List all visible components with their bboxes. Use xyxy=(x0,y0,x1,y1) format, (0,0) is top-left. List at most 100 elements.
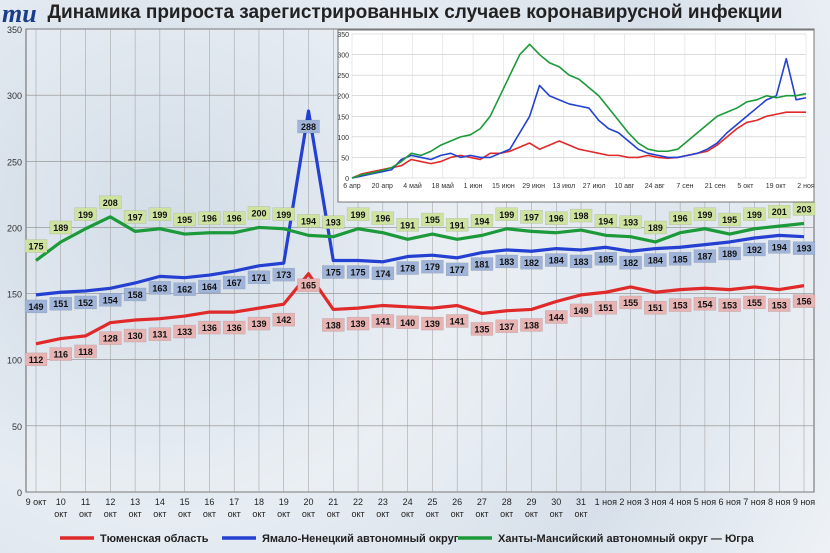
data-label-value: 193 xyxy=(326,218,341,228)
data-label-value: 175 xyxy=(28,242,43,252)
x-tick-label: 6 ноя xyxy=(718,497,740,507)
data-label-hmao: 191 xyxy=(396,218,419,232)
data-label-box xyxy=(767,240,791,254)
data-label-tyumen: 153 xyxy=(718,298,741,312)
inset-y-tick-label: 200 xyxy=(337,94,349,101)
data-label-value: 193 xyxy=(796,244,811,254)
data-label-value: 184 xyxy=(549,256,564,266)
data-label-hmao: 194 xyxy=(594,214,618,228)
logo: mu xyxy=(2,0,37,28)
data-label-box xyxy=(792,241,816,255)
data-label-hmao: 195 xyxy=(421,212,444,227)
data-label-value: 199 xyxy=(499,210,514,220)
data-label-box xyxy=(49,220,73,235)
data-label-ynao: 193 xyxy=(792,241,816,255)
x-tick-label: 12 xyxy=(105,497,115,507)
x-tick-label: окт xyxy=(277,509,290,519)
data-label-value: 144 xyxy=(549,313,564,323)
data-label-value: 194 xyxy=(301,216,316,226)
inset-x-tick-label: 2 ноя xyxy=(797,183,815,190)
data-label-box xyxy=(148,207,172,222)
data-label-value: 199 xyxy=(78,210,93,220)
x-tick-label: 29 xyxy=(526,497,536,507)
data-label-tyumen: 139 xyxy=(421,316,444,331)
inset-series-tyumen xyxy=(351,111,806,179)
inset-x-tick-label: 7 сен xyxy=(676,183,693,190)
data-label-tyumen: 138 xyxy=(520,318,543,332)
x-tick-label: окт xyxy=(129,509,142,519)
data-label-box xyxy=(49,296,73,311)
data-label-tyumen: 130 xyxy=(123,328,147,343)
data-label-value: 203 xyxy=(796,204,811,214)
data-label-tyumen: 153 xyxy=(767,298,791,312)
data-label-box xyxy=(99,293,122,307)
x-tick-label: 23 xyxy=(378,497,388,507)
data-label-box xyxy=(743,207,766,222)
data-label-value: 152 xyxy=(78,298,93,308)
data-label-box xyxy=(99,195,122,210)
data-label-tyumen: 155 xyxy=(743,295,766,310)
data-label-ynao: 173 xyxy=(272,267,295,282)
data-label-value: 208 xyxy=(103,198,118,208)
data-label-box xyxy=(49,347,73,361)
x-tick-label: 3 ноя xyxy=(644,497,666,507)
data-label-box xyxy=(173,324,196,339)
x-tick-label: 1 ноя xyxy=(595,497,617,507)
x-tick-label: 8 ноя xyxy=(768,497,790,507)
data-label-box xyxy=(594,300,618,315)
data-label-value: 131 xyxy=(152,330,167,340)
data-label-hmao: 196 xyxy=(371,211,395,225)
data-label-box xyxy=(767,298,791,312)
data-label-hmao: 193 xyxy=(322,215,345,229)
data-label-box xyxy=(99,331,122,345)
data-label-value: 196 xyxy=(375,214,390,224)
data-label-box xyxy=(668,252,692,266)
data-label-box xyxy=(693,249,717,263)
data-label-box xyxy=(743,295,766,310)
y-tick-label: 50 xyxy=(12,422,22,432)
data-label-value: 130 xyxy=(128,331,143,341)
data-label-ynao: 171 xyxy=(247,270,271,285)
data-label-box xyxy=(346,265,370,279)
series-line-ynao xyxy=(35,109,805,297)
data-label-box xyxy=(495,319,518,334)
data-label-box xyxy=(594,252,618,266)
data-label-hmao: 194 xyxy=(470,214,494,228)
data-label-value: 194 xyxy=(474,216,489,226)
data-label-value: 128 xyxy=(103,334,118,344)
data-label-hmao: 175 xyxy=(24,239,48,253)
x-tick-label: окт xyxy=(500,509,513,519)
data-label-value: 138 xyxy=(524,320,539,330)
data-label-hmao: 199 xyxy=(148,207,172,222)
data-label-box xyxy=(272,207,295,222)
data-label-box xyxy=(644,300,667,315)
data-label-value: 195 xyxy=(425,215,440,225)
data-label-tyumen: 139 xyxy=(346,316,370,331)
data-label-ynao: 164 xyxy=(198,279,221,294)
x-tick-label: 25 xyxy=(427,497,437,507)
data-label-ynao: 185 xyxy=(668,252,692,266)
data-label-box xyxy=(619,255,642,270)
data-label-value: 136 xyxy=(202,323,217,333)
data-label-tyumen: 141 xyxy=(445,314,469,328)
y-tick-label: 150 xyxy=(7,290,22,300)
data-label-ynao: 174 xyxy=(371,266,395,281)
x-tick-label: окт xyxy=(376,509,389,519)
data-label-hmao: 199 xyxy=(495,207,518,222)
data-label-box xyxy=(346,316,370,331)
y-tick-label: 200 xyxy=(7,223,22,233)
data-label-value: 185 xyxy=(673,254,688,264)
data-label-ynao: 183 xyxy=(569,254,593,269)
data-label-ynao: 181 xyxy=(470,257,494,271)
data-label-value: 178 xyxy=(400,264,415,274)
data-label-hmao: 199 xyxy=(74,207,97,222)
data-label-value: 151 xyxy=(53,299,68,309)
inset-x-tick-label: 4 май xyxy=(403,182,422,190)
data-label-hmao: 195 xyxy=(718,212,741,227)
data-label-value: 164 xyxy=(202,282,217,292)
data-label-value: 118 xyxy=(78,347,93,357)
data-label-value: 135 xyxy=(474,324,489,334)
data-label-hmao: 201 xyxy=(767,204,791,219)
x-tick-label: окт xyxy=(426,509,439,519)
data-label-value: 116 xyxy=(54,350,69,360)
